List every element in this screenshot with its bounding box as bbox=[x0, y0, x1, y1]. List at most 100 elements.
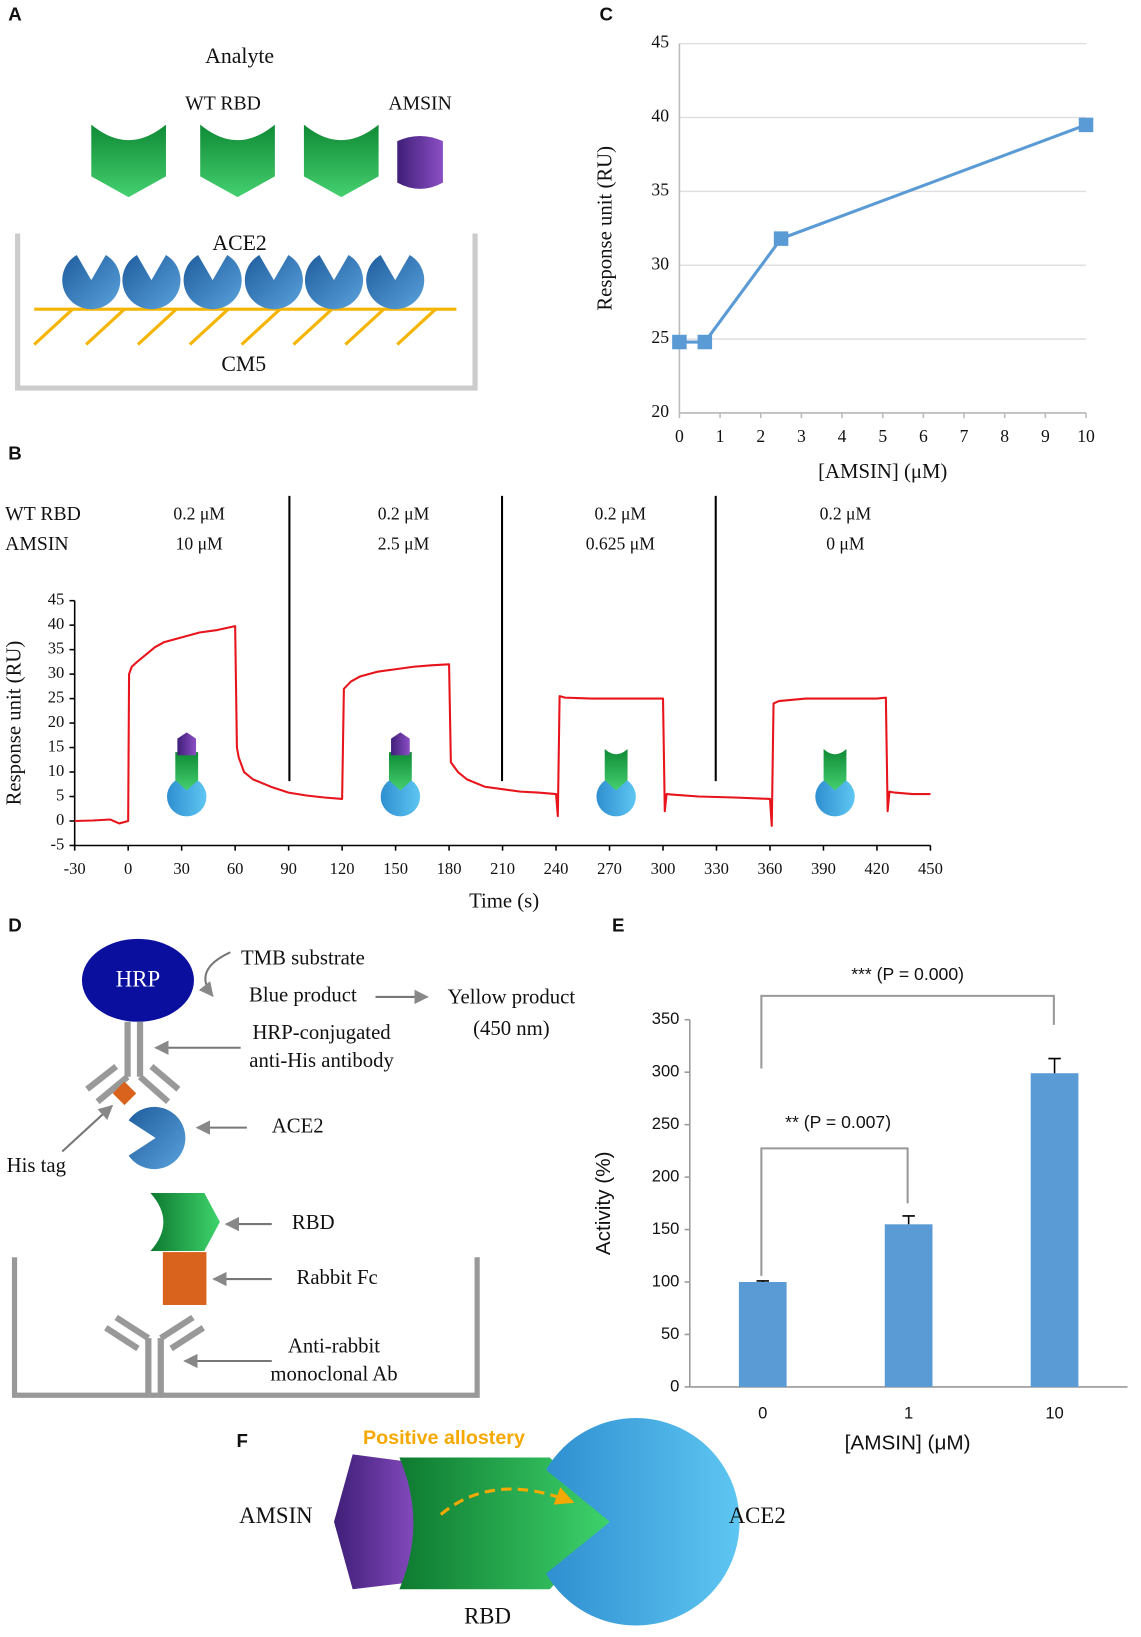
row-label: AMSIN bbox=[5, 533, 68, 555]
y-tick-label: 30 bbox=[651, 253, 669, 273]
y-tick-label: 40 bbox=[48, 614, 65, 633]
condition: 2.5 μM bbox=[378, 534, 430, 554]
y-tick-label: 35 bbox=[48, 638, 65, 657]
y-tick-label: 0 bbox=[670, 1376, 679, 1395]
x-tick-label: 210 bbox=[490, 859, 515, 878]
x-tick-label: 9 bbox=[1041, 426, 1050, 446]
x-tick-label: 120 bbox=[330, 859, 355, 878]
panel-a: A Analyte WT RBD AMSIN ACE2 CM5 bbox=[8, 4, 478, 391]
bar bbox=[1030, 1073, 1079, 1387]
y-tick-label: 45 bbox=[651, 32, 669, 52]
well bbox=[15, 233, 478, 391]
label: Rabbit Fc bbox=[297, 1267, 378, 1289]
x-tick-label: 5 bbox=[878, 426, 887, 446]
arrow bbox=[61, 1104, 114, 1153]
rbd-icon bbox=[91, 124, 166, 198]
x-axis-title: Time (s) bbox=[469, 890, 539, 912]
x-tick-label: 4 bbox=[838, 426, 847, 446]
label: HRP bbox=[116, 967, 160, 992]
y-tick-label: 200 bbox=[652, 1166, 680, 1185]
label: ACE2 bbox=[729, 1503, 786, 1528]
x-tick-label: 330 bbox=[704, 859, 729, 878]
panel-label: C bbox=[600, 4, 613, 25]
x-tick-label: 270 bbox=[597, 859, 622, 878]
x-tick-label: 8 bbox=[1000, 426, 1009, 446]
line bbox=[74, 625, 931, 827]
y-axis-title: Activity (%) bbox=[592, 1151, 615, 1255]
condition: 0.625 μM bbox=[586, 534, 656, 554]
y-tick-label: 15 bbox=[48, 736, 65, 755]
label: Analyte bbox=[205, 44, 274, 68]
y-tick-label: 20 bbox=[651, 401, 669, 421]
x-axis-title: [AMSIN] (μM) bbox=[845, 1431, 971, 1454]
y-tick-label: 45 bbox=[48, 589, 65, 608]
x-tick-label: 450 bbox=[918, 859, 943, 878]
arrow bbox=[198, 951, 231, 998]
panel-label: E bbox=[612, 914, 624, 935]
y-tick-label: 300 bbox=[652, 1062, 680, 1081]
label: Anti-rabbit bbox=[288, 1335, 380, 1357]
x-tick-label: 150 bbox=[383, 859, 408, 878]
x-tick-label: 10 bbox=[1077, 426, 1095, 446]
label: CM5 bbox=[221, 352, 266, 376]
panel-label: B bbox=[8, 442, 21, 463]
x-tick-label: 420 bbox=[865, 859, 890, 878]
fc-icon bbox=[162, 1252, 207, 1305]
x-tick-label: 30 bbox=[173, 859, 190, 878]
amsin-icon bbox=[397, 135, 443, 189]
marker bbox=[672, 334, 687, 350]
x-tick-label: 7 bbox=[960, 426, 969, 446]
ace2-icon bbox=[244, 255, 303, 310]
rbd-icon bbox=[303, 124, 379, 198]
label: HRP-conjugated bbox=[252, 1022, 391, 1044]
antibody bbox=[85, 1021, 181, 1105]
y-axis-title: Response unit (RU) bbox=[3, 641, 25, 806]
x-tick-label: 0 bbox=[675, 426, 684, 446]
label: WT RBD bbox=[185, 92, 261, 114]
y-tick-label: 5 bbox=[56, 785, 64, 804]
label: RBD bbox=[464, 1603, 511, 1628]
condition: 0.2 μM bbox=[173, 504, 225, 524]
x-tick-label: 1 bbox=[904, 1403, 913, 1422]
condition: 0 μM bbox=[826, 534, 865, 554]
ace2-icon bbox=[366, 255, 425, 310]
x-tick-label: 1 bbox=[716, 426, 725, 446]
allostery-arrow bbox=[439, 1487, 575, 1516]
error-bar bbox=[1048, 1057, 1061, 1074]
label: (450 nm) bbox=[473, 1018, 550, 1040]
y-axis-title: Response unit (RU) bbox=[595, 146, 617, 311]
y-tick-label: 25 bbox=[651, 327, 669, 347]
antibody bbox=[104, 1314, 205, 1396]
panel-d: D HRP TMB substrate Blue product Yellow … bbox=[7, 914, 576, 1398]
condition: 0.2 μM bbox=[820, 504, 872, 524]
label: Yellow product bbox=[448, 987, 576, 1009]
annotation: *** (P = 0.000) bbox=[851, 964, 964, 984]
hrp-icon bbox=[81, 938, 194, 1022]
label: Positive allostery bbox=[363, 1427, 525, 1449]
bracket bbox=[760, 994, 1055, 1069]
ace2-icon bbox=[304, 255, 364, 310]
x-tick-label: 90 bbox=[280, 859, 297, 878]
x-tick-label: 6 bbox=[919, 426, 928, 446]
his-tag-icon bbox=[112, 1081, 137, 1106]
label: anti-His antibody bbox=[249, 1050, 394, 1072]
x-tick-label: 0 bbox=[124, 859, 132, 878]
well bbox=[11, 1257, 480, 1398]
x-tick-label: 360 bbox=[758, 859, 783, 878]
ace2-icon bbox=[122, 255, 181, 310]
x-tick-label: 2 bbox=[756, 426, 765, 446]
condition: 0.2 μM bbox=[378, 504, 430, 524]
label: monoclonal Ab bbox=[270, 1363, 397, 1385]
panel-label: A bbox=[8, 4, 21, 25]
annotation: ** (P = 0.007) bbox=[785, 1112, 891, 1132]
line bbox=[679, 123, 1087, 344]
y-tick-label: 40 bbox=[651, 106, 669, 126]
label: TMB substrate bbox=[241, 947, 365, 969]
y-tick-label: 100 bbox=[652, 1271, 680, 1290]
rbd-icon bbox=[200, 124, 275, 198]
label: ACE2 bbox=[212, 231, 266, 255]
y-tick-label: 350 bbox=[652, 1009, 680, 1028]
marker bbox=[1078, 117, 1094, 133]
